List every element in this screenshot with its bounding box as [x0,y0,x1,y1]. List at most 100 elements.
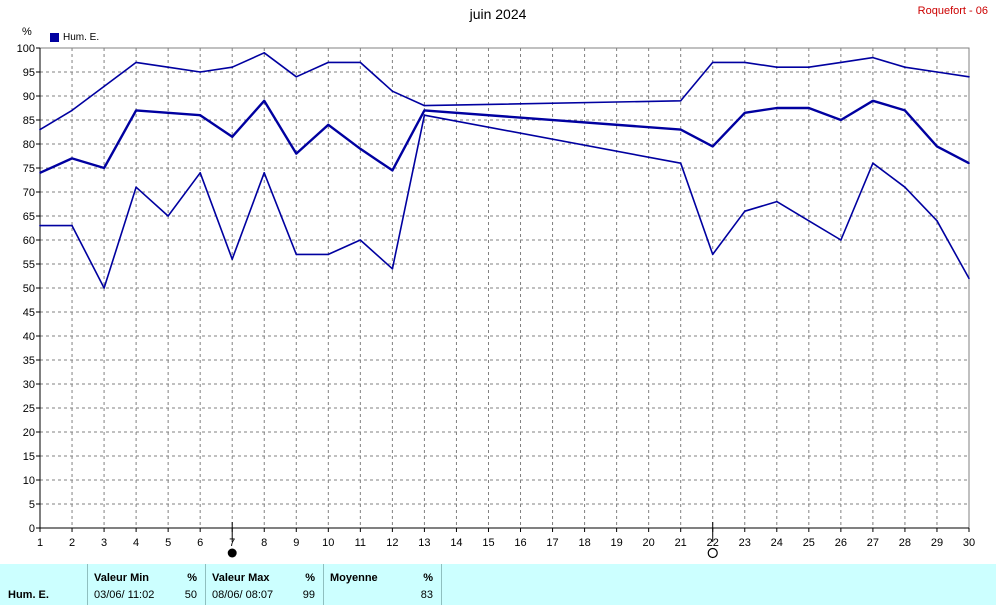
data-point-min [872,162,874,164]
legend-label: Hum. E. [63,32,100,43]
series-line-min [40,114,970,289]
data-point-min [775,200,778,203]
x-tick-label: 8 [261,537,267,549]
data-point-min [263,172,266,174]
data-point-mean [135,109,137,112]
data-point-mean [39,172,41,174]
x-tick-label: 9 [293,537,299,549]
x-tick-label: 16 [514,537,526,549]
avg-unit: % [423,572,433,584]
data-point-max [359,61,362,64]
data-point-mean [743,112,746,114]
data-point-mean [391,169,394,172]
data-point-max [840,61,842,64]
x-tick-label: 27 [867,537,879,549]
y-tick-label: 80 [23,139,35,151]
data-point-mean [711,145,714,148]
x-tick-label: 6 [197,537,203,549]
min-value: 50 [184,589,197,601]
avg-header: Moyenne [330,572,378,584]
data-point-min [103,287,105,289]
data-point-max [743,61,746,64]
data-point-min [231,258,234,261]
footer-series-label: Hum. E. [8,589,49,601]
data-point-mean [936,145,938,148]
x-tick-label: 22 [707,537,719,549]
x-tick-label: 14 [450,537,462,549]
data-point-min [840,239,842,241]
x-tick-label: 4 [133,537,139,549]
data-point-min [743,210,746,212]
data-point-mean [263,100,266,102]
x-tick-label: 30 [963,537,975,549]
y-tick-label: 40 [23,331,35,343]
station-name: Roquefort - 06 [917,5,988,17]
avg-value: 83 [420,589,433,601]
max-unit: % [305,572,315,584]
data-point-mean [968,162,970,164]
y-tick-label: 0 [29,523,35,535]
data-point-max [327,61,330,64]
x-tick-label: 20 [643,537,655,549]
y-tick-label: 50 [23,283,35,295]
y-tick-label: 10 [23,475,35,487]
chart-axes: 0510152025303540455055606570758085909510… [17,43,975,549]
x-tick-label: 13 [418,537,430,549]
y-tick-label: 95 [23,67,35,79]
footer-min-cell: Valeur Min % 03/06/ 11:02 50 [88,564,206,605]
data-point-mean [423,109,426,112]
x-tick-label: 19 [610,537,622,549]
data-point-mean [103,167,105,169]
y-tick-label: 25 [23,403,35,415]
data-point-max [231,66,234,68]
data-point-max [679,100,682,102]
data-point-max [391,90,394,92]
y-tick-label: 55 [23,259,35,271]
data-point-min [295,253,298,256]
data-point-max [711,61,714,64]
min-header: Valeur Min [94,572,150,584]
x-tick-label: 12 [386,537,398,549]
x-tick-label: 25 [803,537,815,549]
y-tick-label: 15 [23,451,35,463]
data-point-min [71,224,73,227]
legend-swatch [50,33,59,42]
chart-grid [39,47,970,529]
y-tick-label: 60 [23,235,35,247]
data-point-max [103,85,105,88]
y-tick-label: 100 [17,43,35,55]
min-timestamp: 03/06/ 11:02 [94,589,155,601]
data-point-mean [167,112,169,114]
data-point-max [39,128,41,131]
data-point-mean [679,128,682,131]
footer-avg-cell: Moyenne % 83 [324,564,442,605]
x-tick-label: 7 [229,537,235,549]
data-point-max [872,56,874,59]
y-tick-label: 85 [23,115,35,127]
data-point-min [199,172,201,174]
humidity-chart: 0510152025303540455055606570758085909510… [17,43,975,559]
footer-series-cell: Hum. E. [0,564,88,605]
max-header: Valeur Max [212,572,270,584]
x-tick-label: 2 [69,537,75,549]
x-tick-label: 11 [355,537,366,549]
chart-legend: Hum. E. [50,32,99,43]
series-line-max [39,51,970,131]
y-tick-label: 30 [23,379,35,391]
y-tick-label: 45 [23,307,35,319]
data-point-mean [231,136,234,138]
data-point-mean [840,119,842,121]
y-axis-unit: % [22,26,32,38]
data-point-max [808,66,810,68]
y-tick-label: 5 [29,499,35,511]
data-point-mean [775,107,778,109]
data-point-mean [359,148,362,150]
max-timestamp: 08/06/ 08:07 [212,589,274,601]
data-point-max [199,71,201,73]
data-point-min [39,224,41,227]
x-tick-label: 5 [165,537,171,549]
x-tick-label: 29 [931,537,943,549]
data-point-max [167,66,169,68]
min-unit: % [187,572,197,584]
data-point-mean [808,107,810,109]
